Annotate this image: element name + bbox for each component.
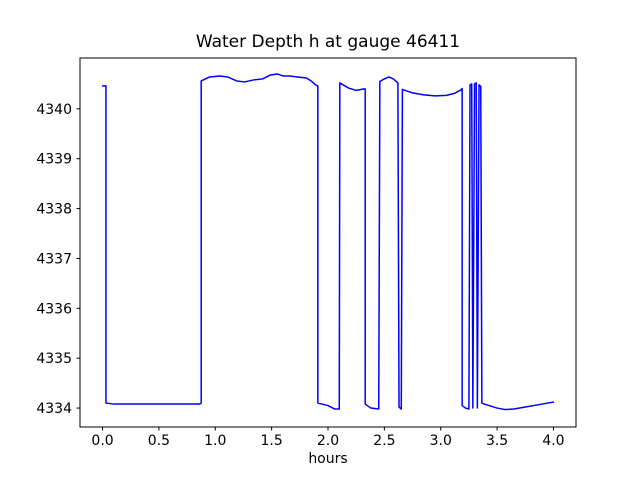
- x-tick-label: 2.5: [373, 433, 395, 449]
- plot-area: [80, 58, 576, 427]
- x-tick-label: 4.0: [542, 433, 564, 449]
- y-tick-label: 4337: [36, 251, 72, 267]
- y-tick-label: 4335: [36, 351, 72, 367]
- x-tick-label: 3.0: [430, 433, 452, 449]
- y-tick-label: 4339: [36, 152, 72, 168]
- y-tick-label: 4334: [36, 401, 72, 417]
- axis-tick-labels: 0.0 0.5 1.0 1.5 2.0 2.5 3.0 3.5 4.0 4334 4335 4336 4…: [36, 102, 564, 449]
- axis-ticks: [76, 108, 554, 431]
- y-tick-label: 4340: [36, 102, 72, 118]
- data-series-group: [101, 73, 555, 411]
- y-tick-label: 4336: [36, 301, 72, 317]
- x-tick-label: 2.0: [317, 433, 339, 449]
- x-tick-label: 0.5: [148, 433, 170, 449]
- axes-spines: [79, 57, 577, 428]
- y-tick-label: 4338: [36, 202, 72, 218]
- x-tick-label: 1.0: [204, 433, 226, 449]
- data-line-water-depth-h: [101, 73, 555, 411]
- chart-title: Water Depth h at gauge 46411: [196, 32, 460, 52]
- x-axis-label: hours: [308, 451, 347, 467]
- x-tick-label: 1.5: [261, 433, 283, 449]
- x-tick-label: 3.5: [486, 433, 508, 449]
- x-tick-label: 0.0: [91, 433, 113, 449]
